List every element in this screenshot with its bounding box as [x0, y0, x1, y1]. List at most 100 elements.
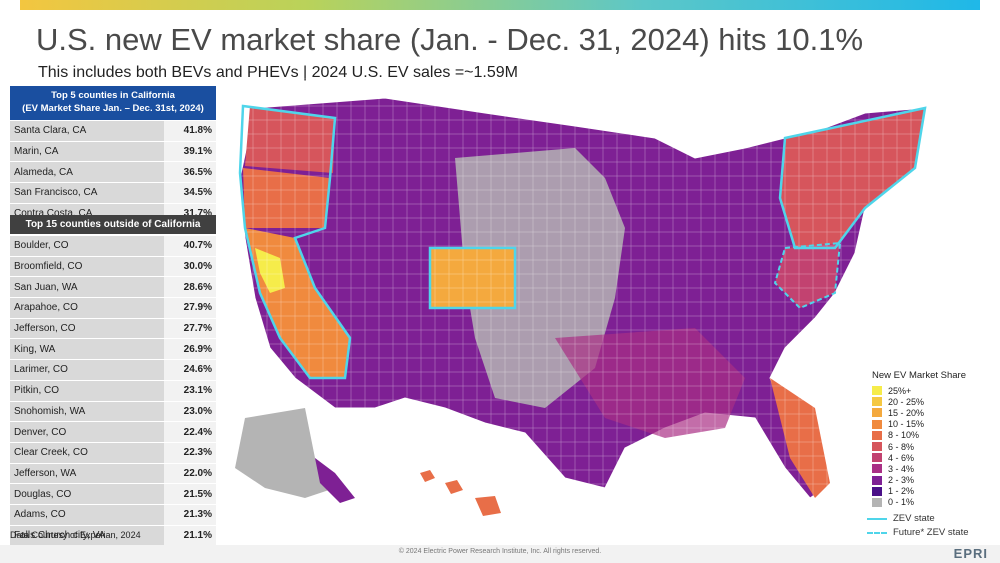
legend-item: 1 - 2%	[872, 486, 966, 497]
legend-label: 25%+	[888, 385, 912, 396]
copyright-text: © 2024 Electric Power Research Institute…	[398, 548, 602, 555]
county-name: Broomfield, CO	[10, 256, 164, 278]
legend-future-zev-label: Future* ZEV state	[893, 527, 969, 538]
future-zev-state-outline	[773, 241, 842, 310]
table-row: Clear Creek, CO 22.3%	[10, 442, 216, 464]
county-share: 23.0%	[164, 401, 216, 423]
legend-item: 6 - 8%	[872, 441, 966, 452]
legend-swatch	[872, 408, 882, 418]
county-name: Denver, CO	[10, 421, 164, 443]
legend-swatch	[872, 486, 882, 496]
county-name: King, WA	[10, 338, 164, 361]
table-row: Denver, CO 22.4%	[10, 421, 216, 443]
top-gradient-bar	[20, 0, 980, 10]
county-name: Falls Church city, VA	[10, 525, 164, 547]
county-share: 40.7%	[164, 236, 216, 257]
legend-label: 20 - 25%	[888, 396, 925, 407]
county-share: 22.3%	[164, 442, 216, 464]
legend-zev-label: ZEV state	[893, 513, 935, 524]
legend-label: 2 - 3%	[888, 475, 915, 486]
county-share: 22.0%	[164, 463, 216, 485]
table-row: Snohomish, WA 23.0%	[10, 401, 216, 423]
county-share: 24.6%	[164, 359, 216, 381]
alaska-shape	[235, 408, 335, 498]
county-name: Jefferson, CO	[10, 318, 164, 340]
county-name: Clear Creek, CO	[10, 442, 164, 464]
legend-label: 1 - 2%	[888, 486, 915, 497]
data-credit: Data Courtesy of Experian, 2024	[10, 530, 141, 540]
county-name: Adams, CO	[10, 504, 164, 526]
hawaii-shape	[420, 470, 501, 516]
county-name: Larimer, CO	[10, 359, 164, 381]
legend-zev-state: ZEV state	[867, 513, 935, 524]
table-row: San Juan, WA 28.6%	[10, 276, 216, 299]
legend-future-zev-state: Future* ZEV state	[867, 527, 969, 538]
table-row: Jefferson, CO 27.7%	[10, 318, 216, 340]
page-title: U.S. new EV market share (Jan. - Dec. 31…	[36, 22, 864, 57]
page-subtitle: This includes both BEVs and PHEVs | 2024…	[38, 64, 518, 81]
legend-item: 0 - 1%	[872, 497, 966, 508]
county-name: Santa Clara, CA	[10, 121, 164, 142]
county-share: 39.1%	[164, 141, 216, 163]
legend-label: 10 - 15%	[888, 419, 925, 430]
table-row: Douglas, CO 21.5%	[10, 483, 216, 505]
county-share: 22.4%	[164, 421, 216, 443]
zev-state-outline	[428, 246, 517, 310]
legend-label: 6 - 8%	[888, 441, 915, 452]
legend-swatch	[872, 430, 882, 440]
other-counties-table: Boulder, CO 40.7% Broomfield, CO 30.0% San…	[10, 236, 216, 547]
dashed-line-swatch	[867, 531, 887, 534]
county-share: 21.3%	[164, 504, 216, 526]
table-row: Marin, CA 39.1%	[10, 141, 216, 163]
county-name: Douglas, CO	[10, 483, 164, 505]
solid-line-swatch	[867, 517, 887, 520]
legend-item: 3 - 4%	[872, 463, 966, 474]
legend-item: 4 - 6%	[872, 452, 966, 463]
legend-swatch	[872, 419, 882, 429]
table-row: Broomfield, CO 30.0%	[10, 256, 216, 278]
table-row: Jefferson, WA 22.0%	[10, 463, 216, 485]
ca-counties-table: Santa Clara, CA 41.8% Marin, CA 39.1% Alam…	[10, 121, 216, 225]
ca-table-header: Top 5 counties in California (EV Market …	[10, 86, 216, 120]
table-row: Falls Church city, VA 21.1%	[10, 525, 216, 547]
county-share: 36.5%	[164, 161, 216, 184]
county-share: 34.5%	[164, 182, 216, 204]
county-share: 23.1%	[164, 380, 216, 402]
legend-label: 3 - 4%	[888, 463, 915, 474]
alaska-southeast	[315, 458, 355, 503]
us-county-ev-map	[225, 78, 995, 518]
legend-swatch	[872, 497, 882, 507]
legend-item: 25%+	[872, 385, 966, 396]
county-name: San Francisco, CA	[10, 182, 164, 204]
epri-logo: EPRI	[953, 546, 988, 561]
county-share: 41.8%	[164, 121, 216, 142]
table-row: San Francisco, CA 34.5%	[10, 182, 216, 204]
legend-item: 10 - 15%	[872, 419, 966, 430]
legend-item: 8 - 10%	[872, 430, 966, 441]
table-row: Alameda, CA 36.5%	[10, 161, 216, 184]
county-name: Marin, CA	[10, 141, 164, 163]
county-share: 21.1%	[164, 525, 216, 547]
legend-label: 15 - 20%	[888, 407, 925, 418]
ca-table-header-line2: (EV Market Share Jan. – Dec. 31st, 2024)	[22, 103, 204, 114]
table-row: Boulder, CO 40.7%	[10, 236, 216, 257]
county-share: 27.9%	[164, 297, 216, 319]
legend-label: 8 - 10%	[888, 430, 920, 441]
county-share: 28.6%	[164, 276, 216, 299]
legend-label: 0 - 1%	[888, 497, 915, 508]
legend-label: 4 - 6%	[888, 452, 915, 463]
table-row: Arapahoe, CO 27.9%	[10, 297, 216, 319]
footer-bar	[0, 545, 1000, 563]
county-name: Jefferson, WA	[10, 463, 164, 485]
county-name: Arapahoe, CO	[10, 297, 164, 319]
ca-table-header-line1: Top 5 counties in California	[51, 90, 175, 101]
legend-swatch	[872, 386, 882, 396]
zev-state-outline	[238, 104, 352, 380]
legend-swatch	[872, 464, 882, 474]
county-name: San Juan, WA	[10, 276, 164, 299]
county-name: Boulder, CO	[10, 236, 164, 257]
zev-state-outline	[778, 106, 927, 250]
legend-item: 15 - 20%	[872, 407, 966, 418]
legend-swatch	[872, 397, 882, 407]
county-name: Pitkin, CO	[10, 380, 164, 402]
